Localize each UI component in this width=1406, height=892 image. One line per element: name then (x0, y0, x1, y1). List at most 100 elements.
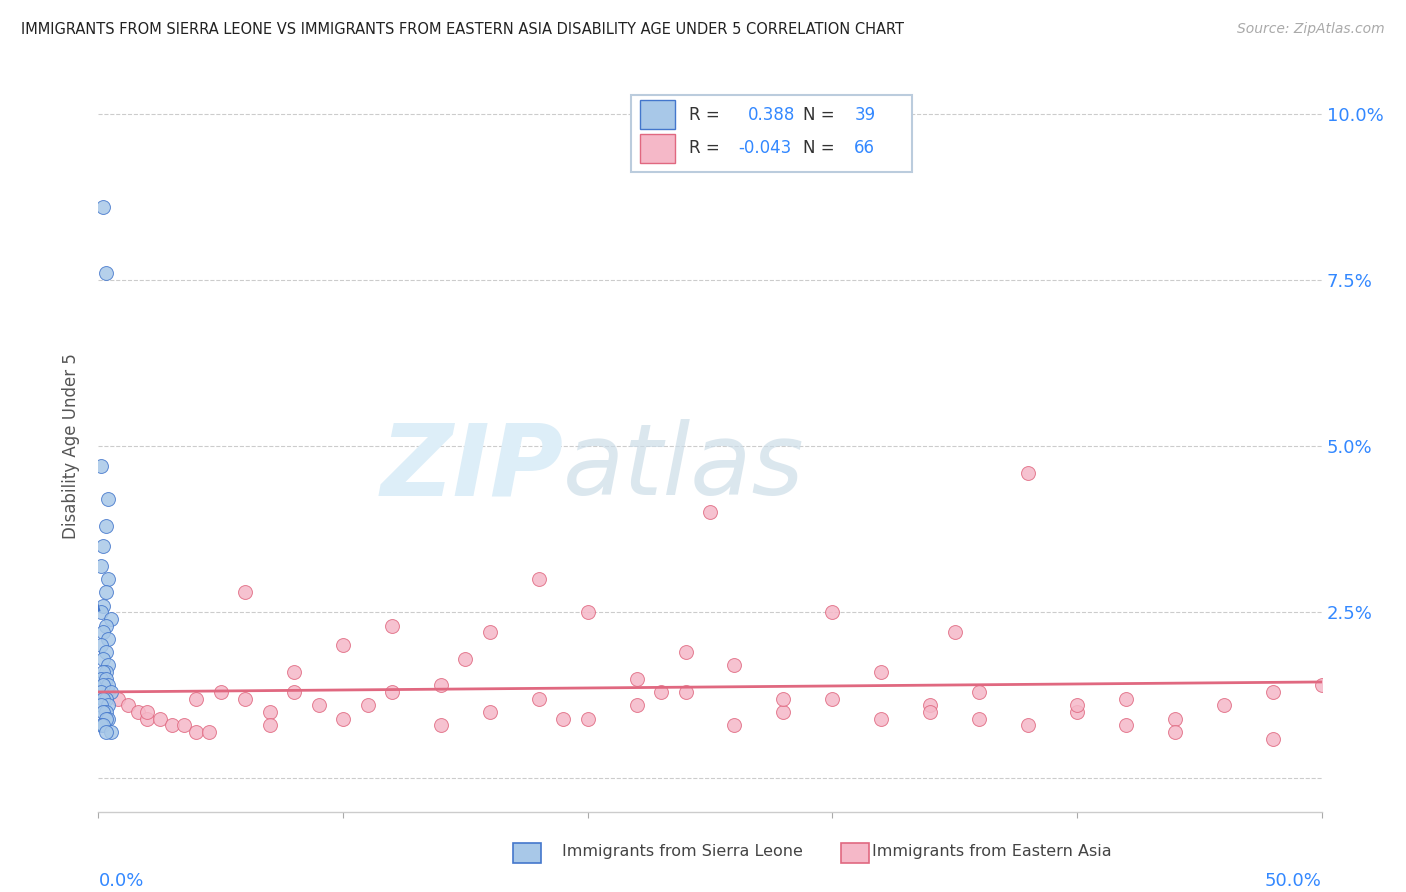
Point (1017, 466, 1039, 480)
Point (356, 698, 378, 713)
Point (100, 685, 122, 699)
Point (454, 652, 477, 666)
Point (136, 705, 159, 719)
Point (97, 572, 120, 586)
Point (91, 652, 114, 666)
Point (308, 698, 330, 713)
Text: -0.043: -0.043 (738, 139, 792, 157)
Point (94, 705, 117, 719)
Point (675, 685, 697, 699)
Text: Immigrants from Eastern Asia: Immigrants from Eastern Asia (872, 845, 1111, 859)
Point (283, 665, 305, 679)
Point (920, 705, 942, 719)
Point (94, 618, 117, 632)
Point (1261, 685, 1284, 699)
Point (127, 705, 149, 719)
Point (91, 599, 114, 613)
Point (136, 712, 159, 726)
Bar (640, 134, 675, 163)
Point (197, 725, 219, 739)
Point (430, 678, 453, 692)
Point (90, 698, 112, 713)
Point (100, 725, 122, 739)
Text: ZIP: ZIP (380, 419, 564, 516)
Point (967, 685, 990, 699)
Point (723, 658, 745, 673)
Point (160, 718, 183, 732)
Point (772, 705, 794, 719)
Point (332, 639, 354, 653)
Point (90, 672, 112, 686)
Point (91, 539, 114, 553)
Point (90, 558, 112, 573)
Point (94, 691, 117, 706)
Point (381, 685, 404, 699)
Text: N =: N = (803, 139, 839, 157)
Point (91, 678, 114, 692)
Y-axis label: Disability Age Under 5: Disability Age Under 5 (62, 353, 80, 539)
Point (650, 685, 672, 699)
Text: 39: 39 (855, 105, 876, 124)
Point (259, 705, 281, 719)
Point (576, 712, 599, 726)
Point (100, 612, 122, 626)
Point (430, 718, 453, 732)
Point (1310, 678, 1333, 692)
Text: Source: ZipAtlas.com: Source: ZipAtlas.com (1237, 22, 1385, 37)
Point (699, 506, 721, 520)
Point (920, 698, 942, 713)
Bar (841, 843, 869, 863)
Point (91, 705, 114, 719)
Point (97, 658, 120, 673)
Point (1066, 705, 1088, 719)
Point (91, 691, 114, 706)
Point (1017, 718, 1039, 732)
Text: Immigrants from Sierra Leone: Immigrants from Sierra Leone (562, 845, 803, 859)
Point (90, 685, 112, 699)
Text: 0.388: 0.388 (748, 105, 796, 124)
Point (90, 605, 112, 619)
Point (283, 685, 305, 699)
Point (90, 718, 112, 732)
Point (97, 678, 120, 692)
FancyBboxPatch shape (630, 95, 912, 171)
Point (97, 685, 120, 699)
Point (94, 645, 117, 659)
Point (576, 605, 599, 619)
Point (943, 625, 966, 640)
Point (97, 712, 120, 726)
Point (381, 618, 404, 632)
Point (91, 200, 114, 214)
Point (209, 685, 232, 699)
Point (626, 698, 648, 713)
Point (821, 605, 844, 619)
Point (478, 705, 501, 719)
Point (117, 698, 139, 713)
Point (1261, 731, 1284, 746)
Bar (513, 843, 541, 863)
Point (94, 672, 117, 686)
Point (259, 718, 281, 732)
Point (626, 672, 648, 686)
Point (772, 691, 794, 706)
Point (821, 691, 844, 706)
Point (1164, 725, 1187, 739)
Point (233, 585, 256, 599)
Point (90, 458, 112, 473)
Point (97, 492, 120, 507)
Point (94, 518, 117, 533)
Text: 66: 66 (855, 139, 876, 157)
Text: R =: R = (689, 139, 725, 157)
Text: 0.0%: 0.0% (98, 871, 143, 889)
Point (94, 725, 117, 739)
Point (186, 691, 208, 706)
Point (94, 585, 117, 599)
Point (478, 625, 501, 640)
Point (1212, 698, 1234, 713)
Text: 50.0%: 50.0% (1265, 871, 1322, 889)
Point (527, 572, 550, 586)
Text: atlas: atlas (564, 419, 804, 516)
Text: R =: R = (689, 105, 725, 124)
Point (91, 625, 114, 640)
Point (967, 712, 990, 726)
